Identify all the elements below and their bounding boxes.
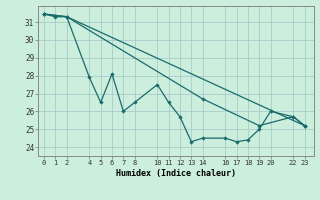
X-axis label: Humidex (Indice chaleur): Humidex (Indice chaleur) <box>116 169 236 178</box>
